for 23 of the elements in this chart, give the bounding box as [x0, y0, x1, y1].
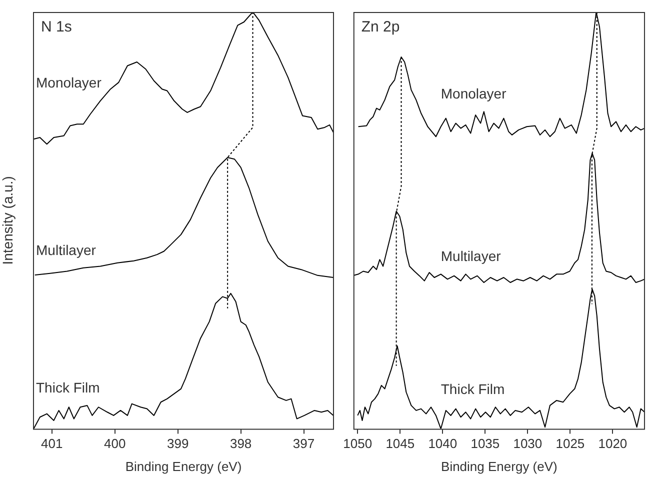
series-label: Thick Film	[36, 379, 100, 396]
text: Zn 2p	[361, 18, 400, 36]
x-tick-label: 401	[41, 436, 63, 452]
series-label: Monolayer	[36, 74, 102, 91]
x-tick-label: 1025	[556, 436, 585, 452]
x-tick-label: 400	[104, 436, 126, 452]
series-label: Multilayer	[36, 242, 96, 258]
x-tick-label: 397	[292, 436, 315, 452]
x-tick-label: 1030	[513, 436, 542, 452]
series-label: Thick Film	[440, 380, 505, 397]
x-tick-label: 1050	[343, 436, 372, 452]
x-tick-label: 1045	[386, 436, 415, 452]
text: N 1s	[41, 18, 72, 36]
x-tick-label: 1035	[470, 436, 500, 452]
x-axis-title: Binding Energy (eV)	[125, 458, 242, 474]
series-label: Monolayer	[440, 85, 507, 102]
x-axis-title: Binding Energy (eV)	[441, 458, 558, 474]
x-tick-label: 1040	[428, 436, 458, 452]
y-axis-title: Intensity (a.u.)	[0, 176, 16, 265]
x-tick-label: 398	[230, 436, 252, 452]
series-label: Multilayer	[440, 248, 502, 264]
x-tick-label: 399	[166, 436, 189, 452]
x-tick-label: 1020	[598, 436, 628, 452]
